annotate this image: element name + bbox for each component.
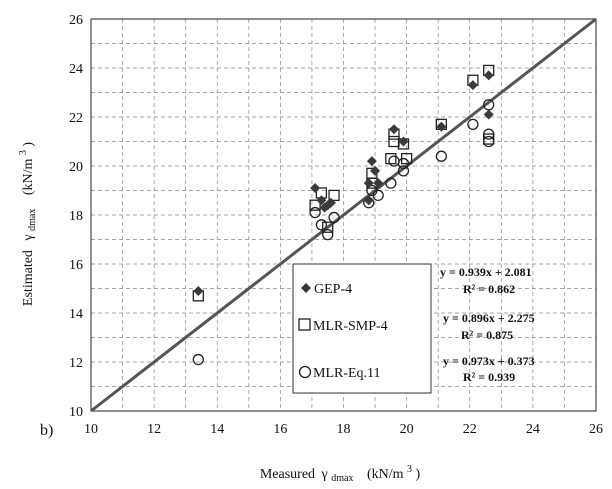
equation-mlr-eq11: y = 0.973x + 0.373: [443, 354, 535, 368]
plot-area-frame: [90, 18, 597, 412]
r2-mlr-eq11: R² = 0.939: [463, 370, 515, 384]
x-tick-label: 12: [147, 422, 161, 437]
data-point-mlr-eq11: [388, 155, 400, 167]
legend-diamond-marker: [301, 283, 311, 293]
data-point-gep-4: [363, 178, 374, 189]
legend-square-marker: [298, 318, 311, 331]
data-point-mlr-eq11: [483, 135, 495, 148]
data-point-mlr-eq11: [397, 165, 410, 177]
x-tick-label: 22: [463, 422, 477, 437]
data-point-mlr-eq11: [483, 99, 495, 111]
y-axis-unit-sup: 3: [18, 150, 29, 155]
data-point-mlr-eq11: [315, 219, 328, 231]
y-tick-label: 16: [69, 258, 83, 273]
x-tick-label: 18: [337, 422, 351, 437]
y-tick-label: 10: [69, 405, 83, 420]
x-axis-subscript: dmax: [331, 473, 353, 484]
data-point-mlr-eq11: [309, 206, 321, 219]
panel-label: b): [40, 422, 53, 439]
data-point-gep-4: [363, 195, 374, 206]
data-point-gep-4: [316, 195, 327, 206]
y-tick-label: 20: [69, 160, 83, 175]
x-axis-symbol: γ: [321, 467, 328, 482]
legend-circle-marker: [298, 365, 312, 379]
data-point-gep-4: [483, 109, 494, 120]
equation-mlr-smp-4: y = 0.896x + 2.275: [443, 311, 535, 325]
legend-label-mlr-smp-4: MLR-SMP-4: [313, 319, 388, 334]
data-point-mlr-smp-4: [400, 152, 413, 165]
y-axis-title: Estimated γ dmax (kN/m 3 ): [15, 142, 39, 306]
data-points: [192, 64, 495, 366]
y-tick-label: 14: [69, 307, 83, 322]
data-point-mlr-smp-4: [309, 199, 321, 211]
x-axis-unit-sup: 3: [407, 464, 412, 475]
x-tick-label: 10: [84, 422, 98, 437]
x-axis-title-word: Measured: [260, 467, 315, 482]
legend: GEP-4 MLR-SMP-4 MLR-Eq.11: [292, 263, 432, 394]
r2-mlr-smp-4: R² = 0.875: [461, 328, 513, 342]
data-point-gep-4: [389, 124, 399, 135]
data-point-mlr-eq11: [372, 189, 384, 202]
data-point-gep-4: [467, 80, 478, 91]
y-tick-label: 26: [69, 13, 83, 28]
data-point-gep-4: [483, 70, 494, 81]
data-point-gep-4: [436, 121, 447, 132]
x-axis-title: Measured γ dmax (kN/m 3 ): [260, 461, 421, 485]
y-tick-labels: 10 12 14 16 18 20 22 24 26: [69, 13, 83, 420]
x-axis-unit: (kN/m: [367, 467, 404, 482]
data-point-gep-4: [193, 285, 204, 296]
legend-label-mlr-eq11: MLR-Eq.11: [313, 366, 381, 381]
data-point-mlr-eq11: [192, 353, 204, 366]
data-point-gep-4: [373, 178, 384, 189]
y-axis-unit-close: ): [21, 142, 36, 147]
data-point-gep-4: [370, 165, 381, 176]
x-tick-labels: 10 12 14 16 18 20 22 24 26: [84, 422, 603, 437]
x-tick-label: 24: [526, 422, 540, 437]
x-tick-label: 16: [273, 422, 287, 437]
data-point-gep-4: [366, 156, 377, 167]
x-tick-label: 14: [210, 422, 224, 437]
data-point-mlr-smp-4: [385, 152, 397, 165]
y-axis-unit: (kN/m: [21, 159, 36, 196]
legend-box: [292, 263, 432, 394]
r2-gep-4: R² = 0.862: [463, 282, 515, 296]
data-point-mlr-eq11: [328, 211, 340, 224]
data-point-mlr-smp-4: [483, 133, 495, 145]
y-axis-symbol: γ: [21, 234, 36, 241]
x-axis-unit-close: ): [416, 467, 421, 482]
legend-label-gep-4: GEP-4: [314, 282, 352, 297]
data-point-mlr-eq11: [322, 228, 334, 241]
data-point-mlr-eq11: [435, 150, 447, 162]
y-tick-label: 18: [69, 209, 83, 224]
x-tick-label: 26: [589, 422, 603, 437]
y-axis-title-word: Estimated: [21, 250, 36, 306]
data-point-mlr-smp-4: [328, 189, 340, 202]
reference-line: [90, 17, 597, 413]
data-point-mlr-eq11: [385, 177, 397, 189]
data-point-gep-4: [310, 183, 321, 194]
y-tick-label: 24: [69, 62, 83, 77]
y-tick-label: 22: [69, 111, 83, 126]
data-point-gep-4: [325, 197, 336, 208]
y-axis-subscript: dmax: [27, 209, 38, 231]
data-point-mlr-eq11: [467, 118, 479, 130]
equation-gep-4: y = 0.939x + 2.081: [440, 265, 532, 279]
y-tick-label: 12: [69, 356, 83, 371]
data-point-gep-4: [398, 136, 409, 147]
data-point-mlr-smp-4: [322, 221, 334, 233]
x-tick-label: 20: [400, 422, 414, 437]
